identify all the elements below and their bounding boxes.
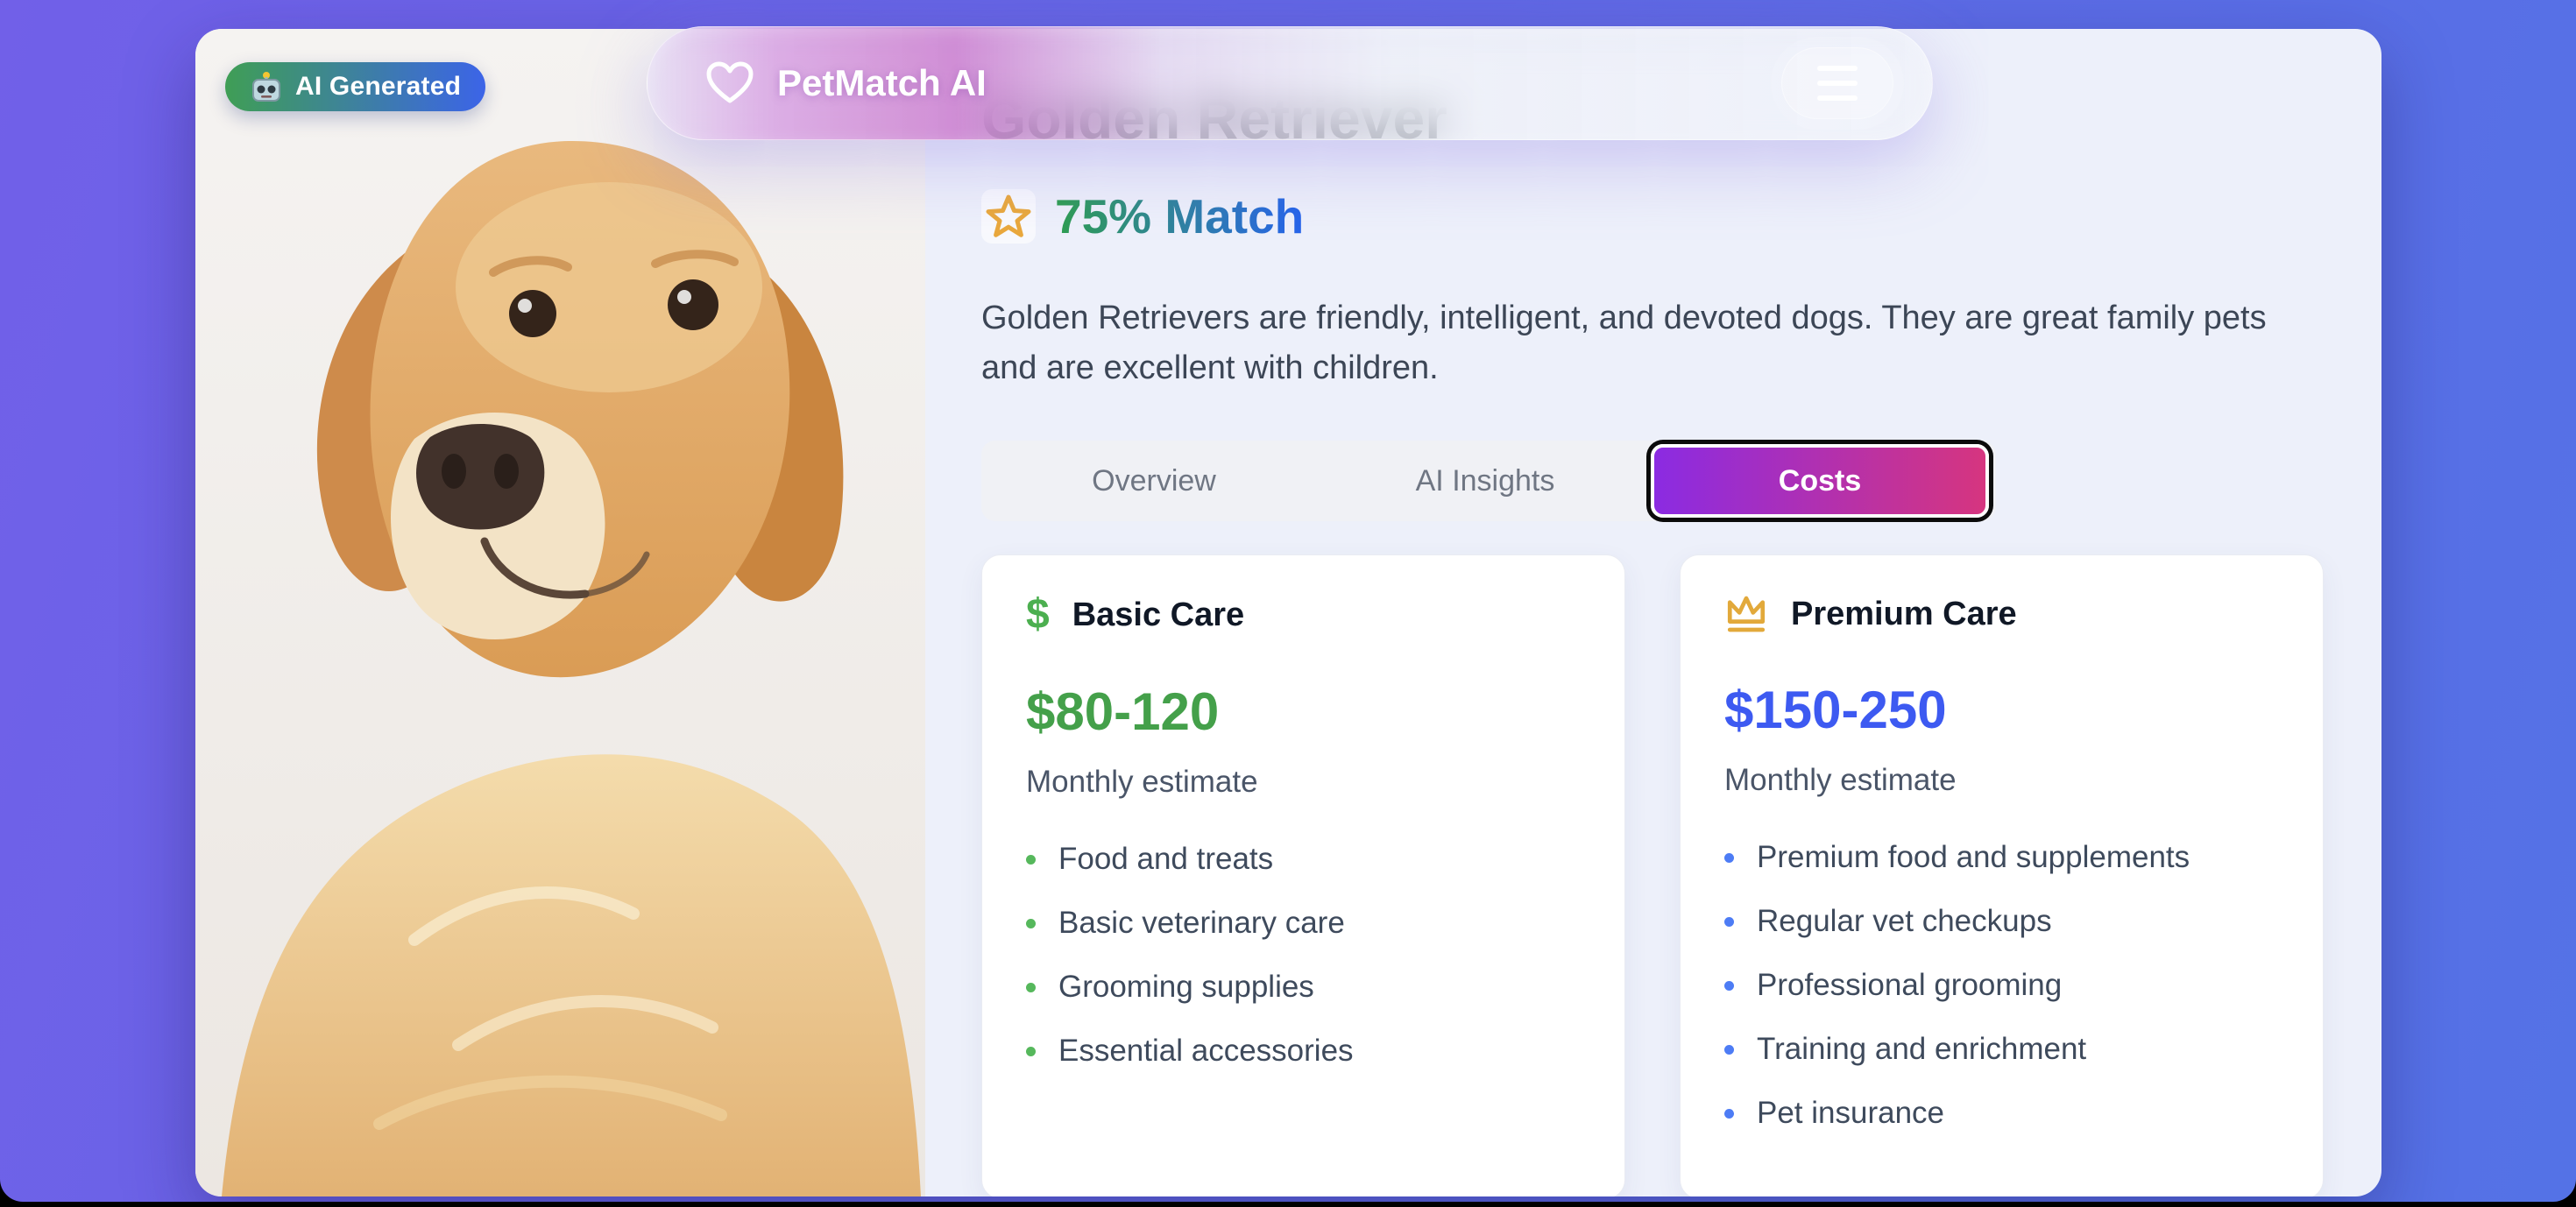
list-item: Training and enrichment bbox=[1724, 1032, 2279, 1067]
pet-profile-card: AI Generated Golden Retriever 75% Match … bbox=[195, 29, 2381, 1196]
pet-description: Golden Retrievers are friendly, intellig… bbox=[981, 300, 2267, 386]
premium-care-list: Premium food and supplements Regular vet… bbox=[1724, 840, 2279, 1131]
bullet-icon bbox=[1724, 852, 1734, 863]
premium-care-card: Premium Care $150-250 Monthly estimate P… bbox=[1680, 554, 2324, 1196]
bullet-icon bbox=[1724, 980, 1734, 991]
heart-outline-icon bbox=[706, 61, 754, 103]
bullet-icon bbox=[1724, 1108, 1734, 1119]
list-item: Essential accessories bbox=[1026, 1034, 1581, 1069]
pet-details-panel: Golden Retriever 75% Match Golden Retrie… bbox=[925, 29, 2381, 1196]
tab-costs[interactable]: Costs bbox=[1651, 444, 1989, 518]
basic-care-card: $ Basic Care $80-120 Monthly estimate Fo… bbox=[981, 554, 1625, 1196]
premium-care-price: $150-250 bbox=[1724, 681, 1947, 739]
crown-icon bbox=[1727, 596, 1766, 632]
list-item: Food and treats bbox=[1026, 842, 1581, 877]
hamburger-menu-button[interactable] bbox=[1781, 47, 1893, 119]
dollar-icon: $ bbox=[1026, 591, 1050, 638]
bullet-icon bbox=[1026, 982, 1036, 992]
ai-generated-badge: AI Generated bbox=[225, 62, 486, 111]
brand-name: PetMatch AI bbox=[777, 62, 987, 103]
tab-overview[interactable]: Overview bbox=[988, 448, 1320, 514]
navbar: PetMatch AI bbox=[647, 26, 1933, 140]
basic-care-list: Food and treats Basic veterinary care Gr… bbox=[1026, 842, 1581, 1069]
cost-cards-row: $ Basic Care $80-120 Monthly estimate Fo… bbox=[981, 554, 2324, 1196]
basic-care-title: Basic Care bbox=[1072, 596, 1245, 633]
robot-icon bbox=[252, 72, 280, 102]
brand: PetMatch AI bbox=[705, 60, 987, 106]
match-score: 75% Match bbox=[981, 188, 2325, 244]
ai-generated-label: AI Generated bbox=[295, 72, 462, 101]
bullet-icon bbox=[1026, 854, 1036, 865]
list-item: Pet insurance bbox=[1724, 1096, 2279, 1131]
basic-care-period: Monthly estimate bbox=[1026, 765, 1258, 799]
bullet-icon bbox=[1724, 1044, 1734, 1055]
pet-image-panel: AI Generated bbox=[195, 29, 925, 1196]
premium-care-title: Premium Care bbox=[1791, 595, 2017, 632]
list-item: Grooming supplies bbox=[1026, 970, 1581, 1005]
premium-care-period: Monthly estimate bbox=[1724, 763, 1957, 797]
bullet-icon bbox=[1026, 1046, 1036, 1056]
list-item: Regular vet checkups bbox=[1724, 904, 2279, 939]
star-outline-icon bbox=[986, 194, 1031, 237]
bullet-icon bbox=[1724, 916, 1734, 927]
list-item: Basic veterinary care bbox=[1026, 906, 1581, 941]
list-item: Premium food and supplements bbox=[1724, 840, 2279, 875]
list-item: Professional grooming bbox=[1724, 968, 2279, 1003]
bullet-icon bbox=[1026, 918, 1036, 928]
hamburger-menu-icon bbox=[1817, 66, 1858, 71]
tab-ai-insights[interactable]: AI Insights bbox=[1320, 448, 1651, 514]
basic-care-price: $80-120 bbox=[1026, 682, 1220, 741]
golden-retriever-photo bbox=[195, 29, 925, 1196]
tab-bar: Overview AI Insights Costs bbox=[981, 441, 1996, 521]
match-percentage: 75% Match bbox=[1055, 189, 1305, 244]
